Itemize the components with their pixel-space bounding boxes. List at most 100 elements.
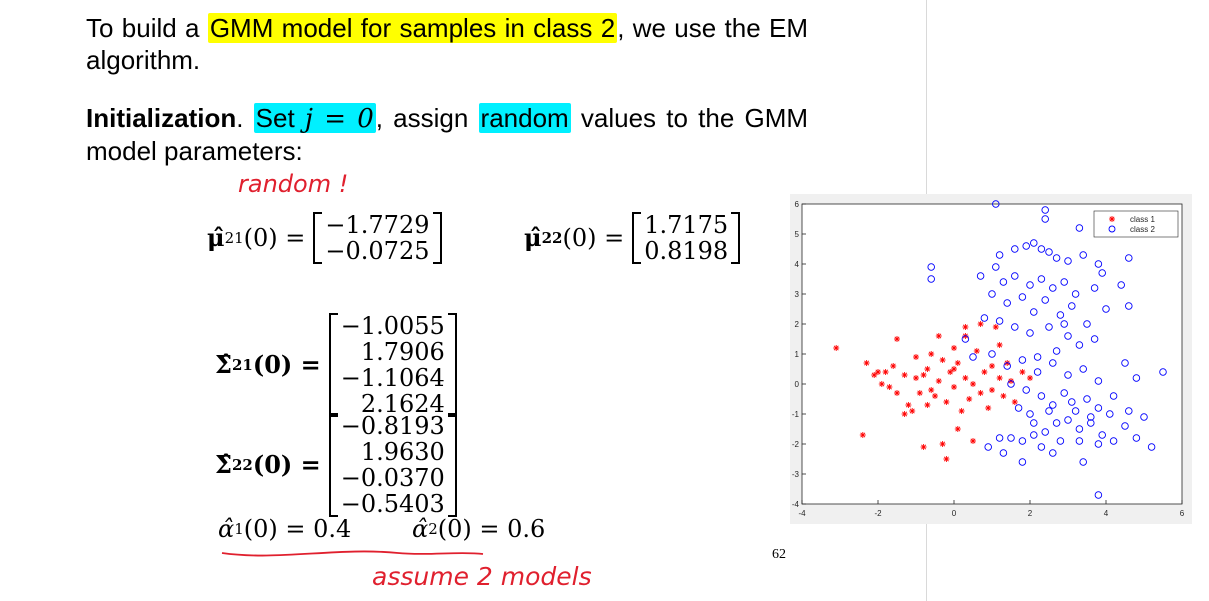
class2-point bbox=[1052, 419, 1061, 427]
x-tick-label: -2 bbox=[874, 509, 882, 518]
class2-point bbox=[1011, 272, 1019, 280]
class2-point bbox=[1064, 371, 1072, 379]
class2-point bbox=[1018, 356, 1027, 364]
class1-point bbox=[951, 384, 957, 390]
class1-point bbox=[943, 456, 950, 462]
class2-point bbox=[1026, 329, 1034, 337]
class1-point bbox=[894, 390, 900, 396]
sigma22-cell: −0.0370 bbox=[340, 464, 445, 492]
class1-point bbox=[951, 366, 957, 372]
sigma21-row-1: −1.0055 1.7906 bbox=[341, 313, 445, 365]
class2-point bbox=[1018, 437, 1027, 445]
class1-point bbox=[894, 336, 900, 342]
class2-point bbox=[988, 350, 996, 358]
mu21-arg: (0) = bbox=[243, 224, 306, 252]
scatter-chart: -4 -2 0 2 4 6 -4 -3 -2 -1 0 1 2 3 4 5 6 class 1 class 2 bbox=[790, 194, 1192, 524]
random-highlight: random bbox=[478, 103, 571, 133]
class2-point bbox=[1068, 302, 1076, 310]
y-tick-label: -4 bbox=[792, 500, 800, 509]
class2-point bbox=[1083, 320, 1091, 328]
class2-point bbox=[1037, 392, 1046, 400]
y-tick-label: 3 bbox=[795, 290, 800, 299]
class2-point bbox=[976, 272, 985, 280]
class2-point bbox=[980, 314, 989, 322]
class1-point bbox=[924, 366, 931, 372]
class2-point bbox=[1087, 419, 1095, 427]
alpha2-equation: α̂ 2 (0) = 0.6 bbox=[412, 516, 545, 542]
class2-point bbox=[1087, 413, 1095, 421]
sigma22-row-2: −0.0370 −0.5403 bbox=[341, 465, 445, 517]
class1-point bbox=[920, 372, 927, 378]
sigma22-cell: 1.9630 bbox=[360, 438, 445, 466]
class2-point bbox=[1049, 449, 1057, 457]
alpha1-symbol: α̂ bbox=[218, 515, 235, 543]
class2-point bbox=[992, 200, 1000, 208]
class1-point bbox=[901, 411, 908, 417]
class2-point bbox=[999, 449, 1008, 457]
sigma21-equation: Σ̂ 21 (0) = −1.0055 1.7906 −1.1064 2.1624 bbox=[215, 313, 457, 417]
alpha2-value: (0) = 0.6 bbox=[437, 515, 546, 543]
class2-point bbox=[1041, 206, 1049, 214]
legend-label: class 1 bbox=[1130, 215, 1155, 224]
class2-point bbox=[1064, 332, 1072, 340]
class1-point bbox=[859, 432, 866, 438]
class2-point bbox=[1064, 416, 1072, 424]
class1-point bbox=[871, 372, 878, 378]
class2-point bbox=[1018, 458, 1027, 466]
class2-point bbox=[1094, 377, 1103, 385]
class1-point bbox=[1019, 369, 1026, 375]
class2-point bbox=[1079, 458, 1087, 466]
class2-point bbox=[1094, 404, 1103, 412]
class2-point bbox=[1037, 245, 1046, 253]
class2-point bbox=[1037, 443, 1046, 451]
class2-point bbox=[1003, 299, 1011, 307]
class1-point bbox=[970, 438, 976, 444]
class1-point bbox=[905, 402, 912, 408]
class2-point bbox=[1098, 431, 1106, 439]
class1-point bbox=[913, 375, 919, 381]
class2-point bbox=[1140, 413, 1148, 421]
init-text-after: values to the GMM model parameters: bbox=[86, 103, 809, 166]
class2-point bbox=[1068, 398, 1076, 406]
alpha1-subscript: 1 bbox=[234, 520, 244, 538]
class2-point bbox=[1022, 386, 1030, 394]
class2-point bbox=[1060, 320, 1068, 328]
init-paragraph: Initialization. Set j = 0, assign random… bbox=[86, 102, 808, 167]
class2-point bbox=[1033, 368, 1042, 376]
class2-point bbox=[1079, 365, 1087, 373]
class2-point bbox=[1060, 278, 1068, 286]
class2-point bbox=[1159, 368, 1167, 376]
class2-point bbox=[1003, 362, 1011, 370]
class1-point bbox=[989, 387, 995, 393]
sigma21-cell: 2.1624 bbox=[360, 390, 445, 418]
class1-point bbox=[878, 381, 885, 387]
mu21-subscript: 21 bbox=[224, 229, 244, 247]
sigma21-cell: −1.1064 bbox=[340, 364, 445, 392]
class1-point bbox=[996, 375, 1003, 381]
class2-point bbox=[1117, 281, 1125, 289]
class2-point bbox=[1125, 407, 1133, 415]
intro-highlight: GMM model for samples in class 2 bbox=[207, 13, 618, 43]
sigma22-symbol: Σ̂ bbox=[215, 450, 232, 479]
y-tick-label: 1 bbox=[795, 350, 800, 359]
sigma22-matrix: −0.8193 1.9630 −0.0370 −0.5403 bbox=[328, 413, 457, 517]
class1-point bbox=[833, 345, 840, 351]
mu22-value-2: 0.8198 bbox=[644, 237, 729, 265]
class2-point bbox=[1075, 437, 1084, 445]
mu21-equation: μ̂ 21 (0) = −1.7729 −0.0725 bbox=[207, 212, 442, 264]
class1-point bbox=[863, 360, 870, 366]
class2-point bbox=[1075, 341, 1084, 349]
sigma21-row-2: −1.1064 2.1624 bbox=[341, 365, 445, 417]
class1-point bbox=[973, 348, 980, 354]
class2-point bbox=[1075, 224, 1084, 232]
legend-marker-class1 bbox=[1109, 216, 1115, 222]
set-math: j = 0 bbox=[304, 104, 374, 134]
class1-point bbox=[924, 402, 931, 408]
class2-point bbox=[1071, 407, 1080, 415]
alpha2-subscript: 2 bbox=[428, 520, 438, 538]
class2-point bbox=[1109, 437, 1118, 445]
handwritten-random-note: random ! bbox=[238, 170, 349, 198]
class2-point bbox=[1132, 374, 1141, 382]
class1-point bbox=[1027, 375, 1033, 381]
class1-point bbox=[928, 387, 935, 393]
